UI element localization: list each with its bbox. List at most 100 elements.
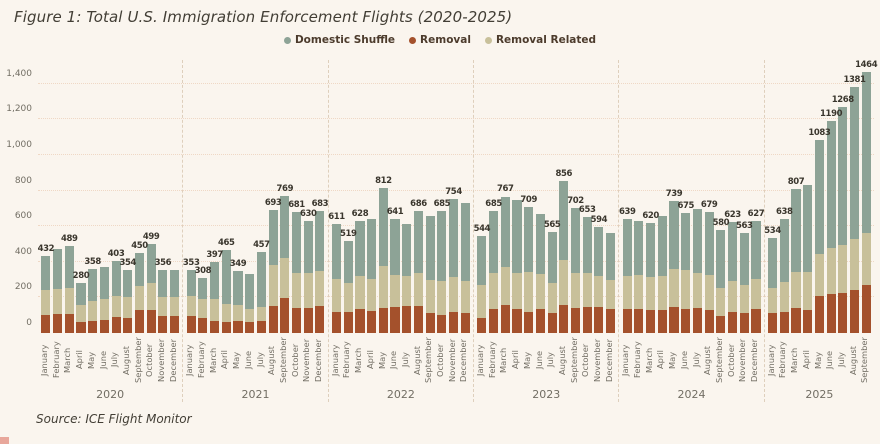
bar-segment-removal <box>803 309 813 333</box>
month-label: November <box>302 338 312 382</box>
bar-segment-domestic-shuffle <box>838 107 848 245</box>
bar-segment-removal <box>547 312 557 333</box>
bar-segment-domestic-shuffle <box>315 211 325 271</box>
legend-label-removal-related: Removal Related <box>495 34 597 46</box>
month-label: January <box>621 344 631 376</box>
bar-segment-removal-related <box>425 279 435 313</box>
bar-value-label: 356 <box>154 257 172 268</box>
bar-segment-removal <box>315 306 325 333</box>
bar-segment-removal <box>41 315 51 333</box>
bar-segment-removal <box>303 308 313 333</box>
bar-segment-domestic-shuffle <box>437 211 447 282</box>
bar-value-label: 685 <box>485 199 502 210</box>
bar-segment-domestic-shuffle <box>198 278 208 300</box>
bar-2022-february: 519 <box>340 60 357 333</box>
bar-segment-domestic-shuffle <box>245 274 255 309</box>
bar-segment-removal-related <box>256 307 266 322</box>
bar-segment-removal <box>123 317 133 333</box>
bar-segment-domestic-shuffle <box>524 206 534 273</box>
bar-segment-removal-related <box>291 272 302 309</box>
bar-segment-removal-related <box>739 284 749 314</box>
bar-2023-november: 594 <box>591 60 608 333</box>
bar-value-label: 403 <box>107 249 125 260</box>
month-label: August <box>412 345 422 375</box>
month-label: March <box>63 347 73 373</box>
month-label: May <box>86 351 96 369</box>
y-axis-tick: 200 <box>14 282 32 293</box>
month-label: June <box>825 350 835 370</box>
bar-segment-removal <box>622 308 632 333</box>
bar-segment-domestic-shuffle <box>111 261 121 296</box>
bar-segment-domestic-shuffle <box>512 200 522 273</box>
stacked-bar-chart: 0 200 400 600 800 1,000 1,200 1,400 432 489 280 35… <box>0 60 880 402</box>
bar-segment-removal <box>99 319 109 333</box>
bar-segment-domestic-shuffle <box>355 221 365 277</box>
bar-segment-domestic-shuffle <box>570 208 581 273</box>
bar-value-label: 349 <box>229 258 247 269</box>
bar-value-label: 767 <box>497 184 514 195</box>
bar-segment-domestic-shuffle <box>331 224 342 279</box>
bar-2021-september: 769 <box>277 60 293 333</box>
bar-segment-removal-related <box>437 281 447 316</box>
bar-segment-removal <box>559 304 569 333</box>
bar-value-label: 280 <box>72 271 90 282</box>
bar-segment-removal-related <box>849 238 860 291</box>
bar-2023-october: 653 <box>579 60 596 333</box>
y-axis-tick: 1,000 <box>6 140 32 150</box>
bar-segment-removal-related <box>814 253 824 296</box>
bar-segment-removal <box>210 320 220 333</box>
month-label: October <box>436 343 446 377</box>
bar-segment-removal-related <box>751 278 761 309</box>
bar-2021-april: 465 <box>218 60 235 333</box>
bar-segment-removal-related <box>315 270 325 307</box>
month-label: March <box>354 347 364 373</box>
bar-segment-domestic-shuffle <box>535 213 545 275</box>
bar-segment-removal-related <box>245 308 255 323</box>
month-label: July <box>110 352 120 368</box>
bar-segment-removal <box>716 316 726 333</box>
bar-segment-removal <box>390 307 400 333</box>
bar-segment-removal-related <box>186 295 196 317</box>
bar-segment-removal-related <box>134 285 145 310</box>
bar-2022-january: 611 <box>328 60 345 333</box>
bar-segment-removal <box>449 311 459 333</box>
bar-segment-removal <box>489 308 499 333</box>
bar-segment-removal-related <box>594 276 604 308</box>
bar-2025-july: 1268 <box>832 60 854 333</box>
bar-segment-domestic-shuffle <box>594 227 604 277</box>
month-label: February <box>633 341 643 379</box>
bar-value-label: 353 <box>182 258 200 269</box>
bar-2024-november: 563 <box>736 60 753 333</box>
bar-2020-february <box>52 60 64 333</box>
bar-segment-removal <box>355 308 365 333</box>
bar-value-label: 354 <box>119 258 137 268</box>
bar-segment-domestic-shuffle <box>669 201 679 269</box>
bar-segment-removal-related <box>570 272 581 309</box>
bar-segment-domestic-shuffle <box>803 185 813 272</box>
bar-segment-removal-related <box>524 272 534 312</box>
bar-2020-may: 358 <box>84 60 101 333</box>
bar-segment-removal-related <box>512 272 522 309</box>
bar-2022-april <box>366 60 378 333</box>
bar-segment-domestic-shuffle <box>751 221 761 279</box>
bar-segment-removal <box>535 308 545 333</box>
month-label: May <box>668 351 678 369</box>
bar-value-label: 812 <box>375 176 392 187</box>
bar-2020-september: 450 <box>131 60 148 333</box>
bar-segment-removal-related <box>838 244 848 293</box>
corner-artifact <box>0 437 9 444</box>
bar-2022-september <box>424 60 436 333</box>
month-label: January <box>330 344 340 376</box>
bar-segment-removal <box>681 308 691 333</box>
bar-segment-domestic-shuffle <box>233 270 243 306</box>
bar-2020-august: 354 <box>119 60 137 333</box>
bar-2020-june <box>99 60 111 333</box>
bar-2024-june: 675 <box>677 60 694 333</box>
bar-2021-december: 683 <box>312 60 329 333</box>
bar-segment-removal-related <box>64 287 74 315</box>
bar-segment-domestic-shuffle <box>582 216 592 274</box>
month-label: November <box>157 338 167 382</box>
month-label: May <box>522 351 532 369</box>
month-label: February <box>342 341 352 379</box>
bar-segment-domestic-shuffle <box>861 72 871 234</box>
